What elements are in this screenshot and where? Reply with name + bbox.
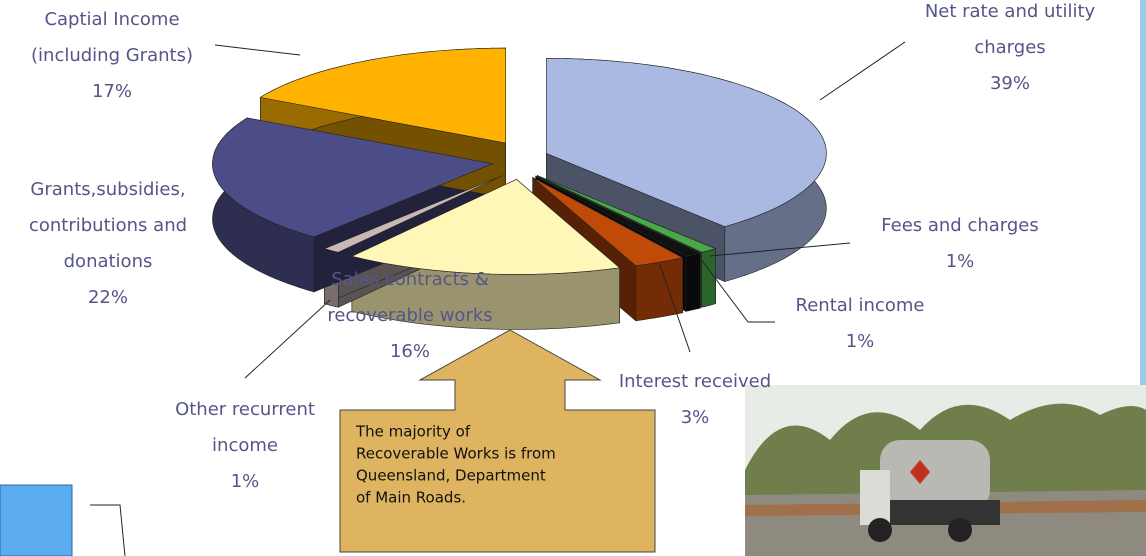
slice bbox=[535, 175, 702, 257]
slice bbox=[545, 58, 827, 227]
slice-label: Other recurrent bbox=[175, 399, 315, 420]
leader-line bbox=[699, 257, 775, 323]
slice-label: donations bbox=[64, 251, 153, 272]
value-label: 1% bbox=[946, 251, 975, 272]
leader-line bbox=[709, 242, 851, 257]
annotation-line: Recoverable Works is from bbox=[356, 445, 556, 463]
slice-label: Net rate and utility bbox=[925, 1, 1096, 22]
value-label: 22% bbox=[88, 287, 128, 308]
value-label: 1% bbox=[231, 471, 260, 492]
blue-box bbox=[0, 484, 73, 556]
slice-label: charges bbox=[974, 37, 1045, 58]
value-label: 16% bbox=[390, 341, 430, 362]
slice-label: Sales contracts & bbox=[331, 269, 489, 290]
slice-label: Captial Income bbox=[44, 9, 179, 30]
value-label: 1% bbox=[846, 331, 875, 352]
slice bbox=[537, 175, 717, 253]
labels: Net rate and utility charges 39% Fees and c… bbox=[29, 1, 1096, 492]
slice-label: contributions and bbox=[29, 215, 187, 236]
slice bbox=[212, 117, 494, 238]
corner-line bbox=[90, 504, 126, 556]
slice-label: Grants,subsidies, bbox=[30, 179, 185, 200]
pie-tops bbox=[212, 47, 827, 275]
value-label: 39% bbox=[990, 73, 1030, 94]
annotation-line: Queensland, Department bbox=[356, 467, 546, 485]
slice-label: recoverable works bbox=[327, 305, 492, 326]
leader-line bbox=[819, 41, 906, 101]
slice-label: (including Grants) bbox=[31, 45, 193, 66]
slice-side bbox=[685, 252, 701, 312]
annotation: The majority of Recoverable Works is from… bbox=[355, 423, 556, 507]
slice bbox=[532, 177, 684, 267]
slice bbox=[259, 47, 507, 144]
leader-line bbox=[244, 299, 331, 379]
slice-side bbox=[701, 248, 716, 308]
annotation-line: The majority of bbox=[355, 423, 471, 441]
edge-strip bbox=[1140, 0, 1146, 556]
slice bbox=[350, 179, 621, 275]
slice-label: Fees and charges bbox=[881, 215, 1039, 236]
value-label: 3% bbox=[681, 407, 710, 428]
slice-label: Interest received bbox=[619, 371, 771, 392]
slice bbox=[323, 175, 503, 253]
slice-label: Rental income bbox=[796, 295, 925, 316]
slice-label: income bbox=[212, 435, 278, 456]
leader-line bbox=[659, 264, 691, 353]
leader-line bbox=[214, 44, 301, 56]
photo bbox=[745, 385, 1146, 556]
callout bbox=[339, 329, 656, 553]
value-label: 17% bbox=[92, 81, 132, 102]
annotation-line: of Main Roads. bbox=[356, 489, 466, 507]
